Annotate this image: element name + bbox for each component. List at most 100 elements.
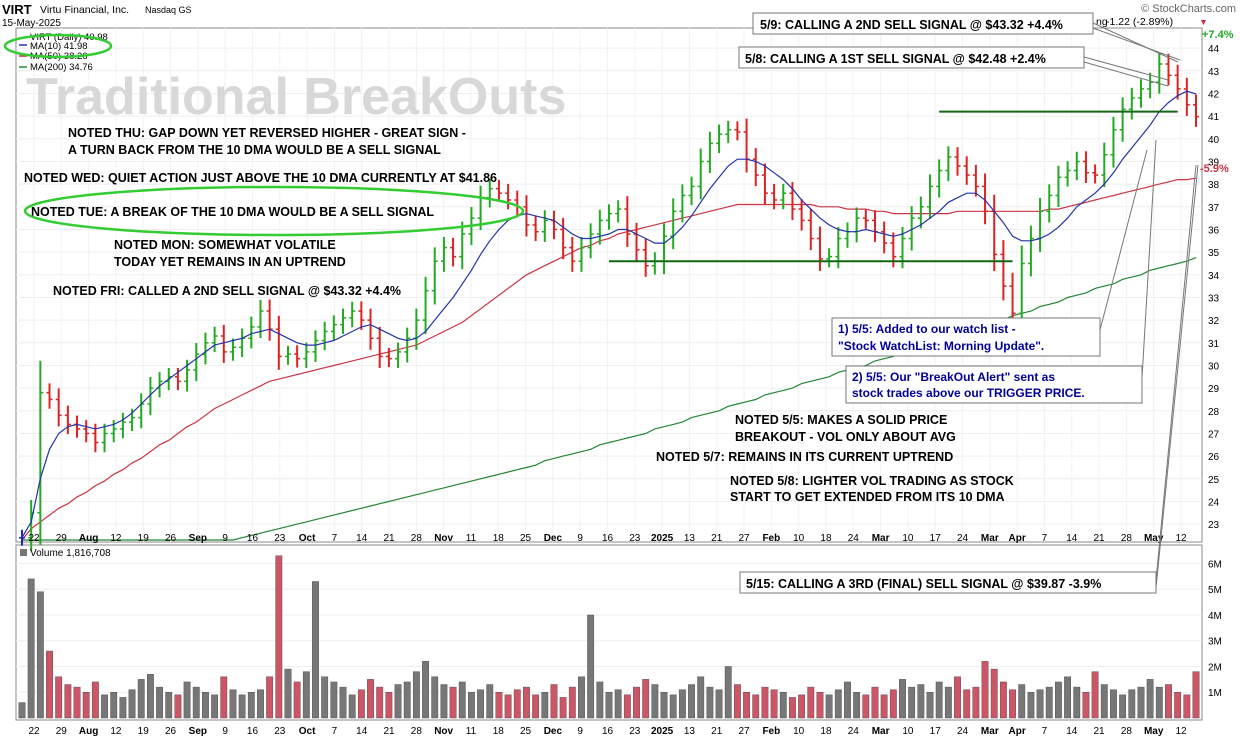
volume-bar <box>174 694 182 719</box>
price-bar <box>1119 97 1126 142</box>
x-tick-label: 19 <box>138 533 150 544</box>
volume-bar <box>302 671 310 719</box>
price-bar <box>19 529 25 546</box>
volume-bar <box>880 694 888 719</box>
price-panel-frame <box>15 27 1203 543</box>
volume-bar <box>899 679 906 719</box>
x-tick-label: 19 <box>138 726 150 737</box>
x-tick-label: Feb <box>762 726 780 737</box>
x-tick-label: 10 <box>793 533 805 544</box>
volume-bar <box>798 694 806 719</box>
volume-bar <box>541 692 549 719</box>
volume-bar <box>844 681 851 719</box>
price-bar <box>560 217 567 260</box>
x-tick-label: Dec <box>544 533 563 544</box>
sell3-callout: 5/15: CALLING A 3RD (FINAL) SELL SIGNAL … <box>739 164 1199 594</box>
volume-bar <box>293 681 301 719</box>
volume-bar <box>1027 692 1035 719</box>
x-axis-ticks-volume: 22 29 Aug 12 19 26 Sep 9 16 23 Oct 7 14 21 28 Nov 11 18 25… <box>28 726 1187 737</box>
price-bar <box>871 210 878 242</box>
price-bar <box>816 226 823 271</box>
volume-bar <box>789 697 796 719</box>
volume-bar <box>119 697 127 719</box>
volume-bar <box>770 689 778 719</box>
price-bar <box>514 190 521 217</box>
volume-bar <box>128 689 136 719</box>
volume-bar <box>202 692 209 719</box>
volume-bar <box>146 674 154 719</box>
price-bar <box>982 173 989 225</box>
price-bar <box>844 222 851 248</box>
price-bar <box>972 164 979 197</box>
price-bar <box>1037 197 1044 252</box>
volume-bar <box>568 686 576 719</box>
volume-bar <box>137 679 145 719</box>
price-bar <box>606 204 612 230</box>
volume-bar <box>990 668 998 719</box>
sell2-text: 5/9: CALLING A 2ND SELL SIGNAL @ $43.32 … <box>760 18 1063 32</box>
x-axis-ticks-price: 22 29 Aug 12 19 26 Sep 9 16 23 Oct 7 14 21 28 Nov 11 18 25… <box>28 533 1187 544</box>
price-bar <box>37 360 44 545</box>
price-bar <box>395 342 402 368</box>
x-tick-label: 24 <box>957 726 969 737</box>
volume-bar <box>999 681 1007 719</box>
price-bar <box>725 120 732 144</box>
volume-bar <box>55 676 63 719</box>
volume-bar <box>477 689 485 719</box>
change-label: -1.22 (-2.89%) <box>1106 16 1173 28</box>
volume-bar <box>944 686 952 719</box>
x-tick-label: Mar <box>872 726 890 737</box>
price-bar <box>147 377 154 416</box>
volume-bar <box>284 668 292 719</box>
volume-bar <box>578 676 585 719</box>
x-tick-label: Aug <box>79 726 98 737</box>
volume-bar <box>972 686 980 719</box>
x-tick-label: Aug <box>79 533 98 544</box>
volume-bar <box>1183 694 1191 719</box>
volume-bar <box>458 681 466 719</box>
price-bar <box>46 383 53 409</box>
price-tick-label: 25 <box>1208 475 1220 486</box>
x-tick-label: Oct <box>299 533 316 544</box>
price-bar <box>532 215 539 242</box>
pct-up-label: +7.4% <box>1202 29 1234 41</box>
price-axis-ticks: 23 24 25 26 27 28 29 30 31 32 33 34 35 36 37 38 39 40 41 42… <box>1208 44 1220 531</box>
price-bar <box>495 179 502 203</box>
volume-bar <box>1045 686 1053 719</box>
volume-bar <box>449 686 457 719</box>
volume-bar <box>889 689 897 719</box>
price-tick-label: 26 <box>1208 452 1220 463</box>
x-tick-label: 25 <box>520 533 532 544</box>
volume-bar <box>165 692 173 719</box>
x-tick-label: 12 <box>110 726 122 737</box>
volume-bar <box>1192 671 1200 719</box>
x-tick-label: 24 <box>848 726 860 737</box>
x-tick-label: 14 <box>356 533 368 544</box>
x-tick-label: 26 <box>165 726 177 737</box>
price-bar <box>615 200 622 223</box>
price-bar <box>771 183 778 210</box>
volume-bar <box>1146 679 1154 719</box>
volume-bar <box>954 676 961 719</box>
volume-bar <box>220 676 228 719</box>
x-tick-label: 11 <box>466 533 477 544</box>
volume-bar <box>871 686 879 719</box>
volume-bar <box>486 684 494 719</box>
volume-bar <box>523 686 530 719</box>
sell1-callout: 5/8: CALLING A 1ST SELL SIGNAL @ $42.48 … <box>738 46 1169 87</box>
volume-bar <box>495 692 503 719</box>
x-tick-label: 28 <box>411 533 423 544</box>
volume-bar <box>440 684 448 719</box>
volume-bar <box>211 694 219 719</box>
price-tick-label: 35 <box>1208 248 1220 259</box>
volume-bar <box>752 694 760 719</box>
volume-bar <box>101 694 108 719</box>
volume-bar <box>1091 671 1099 719</box>
x-tick-label: 16 <box>247 726 259 737</box>
chart-date: 15-May-2025 <box>2 18 61 29</box>
note-wed: NOTED WED: QUIET ACTION JUST ABOVE THE 1… <box>24 171 497 185</box>
price-bar <box>1147 72 1154 99</box>
watchlist-line2: "Stock WatchList: Morning Update". <box>838 339 1044 353</box>
volume-bar <box>596 681 604 719</box>
x-tick-label: Apr <box>1009 726 1026 737</box>
